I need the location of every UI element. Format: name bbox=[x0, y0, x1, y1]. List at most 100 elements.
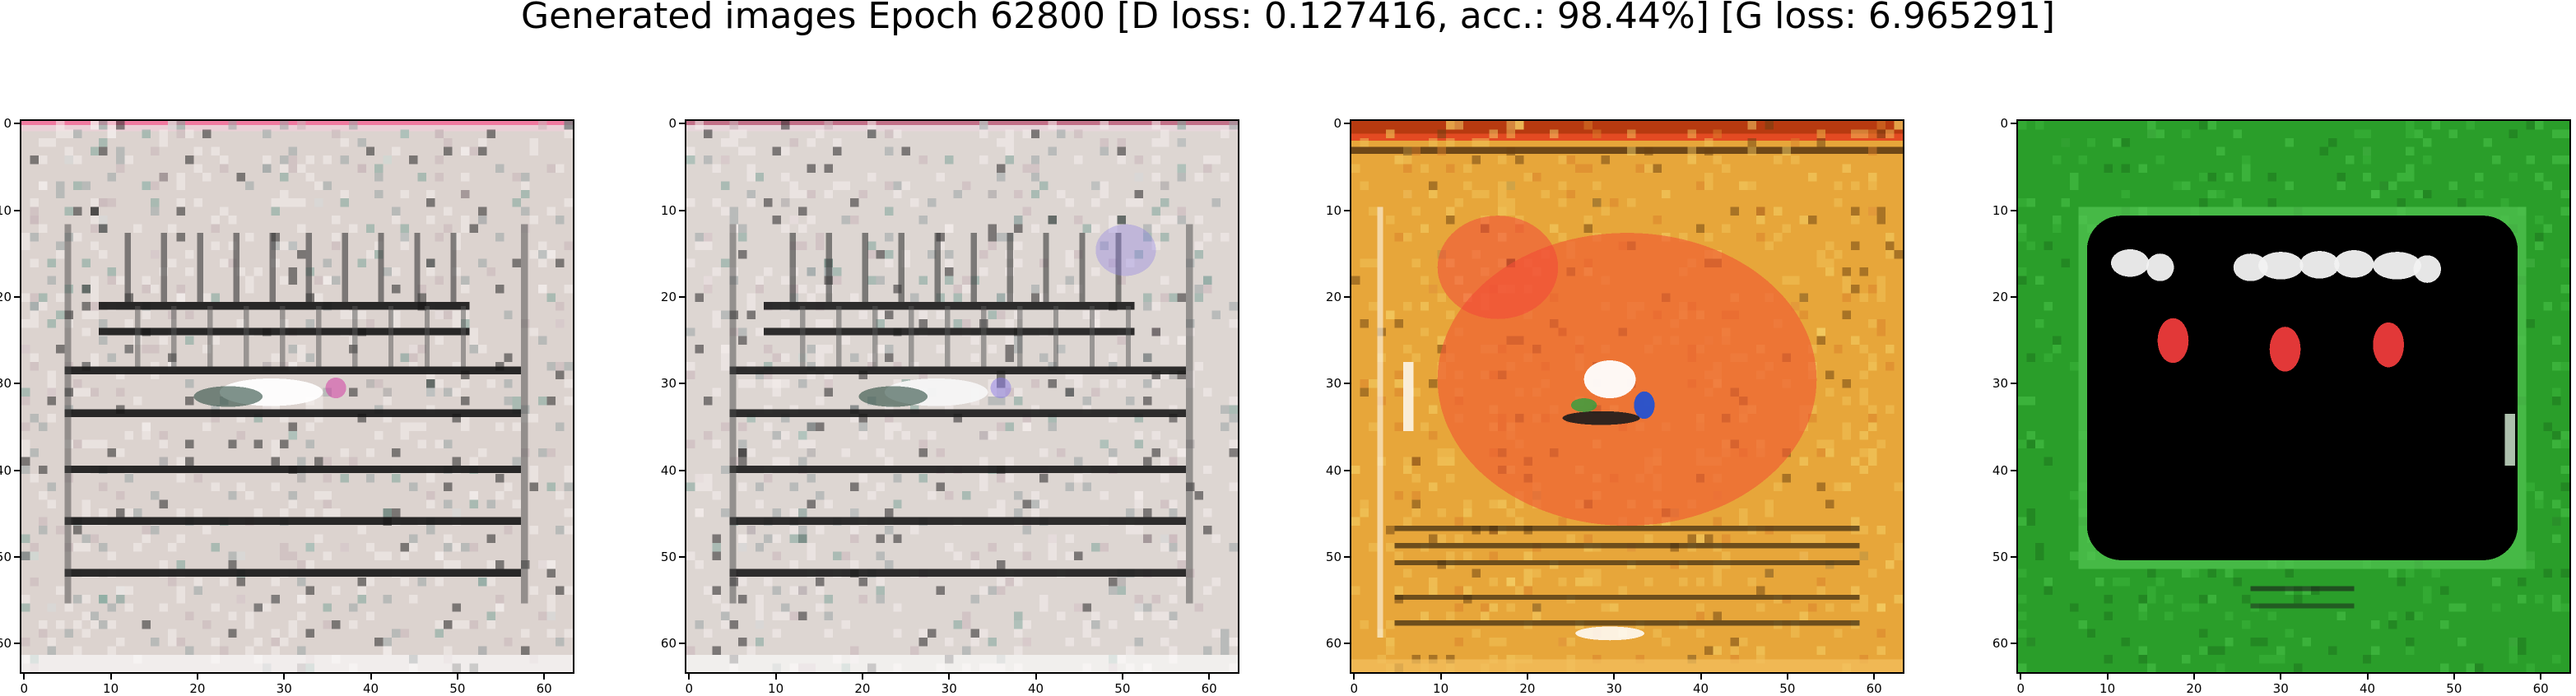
x-tick-label: 40 bbox=[362, 681, 379, 696]
x-tick-label: 20 bbox=[2186, 681, 2202, 696]
y-tick bbox=[1344, 643, 1350, 645]
y-tick bbox=[679, 643, 685, 645]
x-tick bbox=[1353, 674, 1355, 680]
y-tick-label: 40 bbox=[0, 462, 12, 478]
x-tick-label: 30 bbox=[2272, 681, 2289, 696]
x-tick bbox=[283, 674, 286, 680]
x-tick bbox=[1035, 674, 1037, 680]
x-tick bbox=[2280, 674, 2282, 680]
x-tick bbox=[1121, 674, 1123, 680]
y-tick bbox=[14, 469, 20, 471]
y-tick bbox=[2011, 383, 2016, 385]
x-tick bbox=[948, 674, 951, 680]
y-tick-label: 20 bbox=[0, 289, 12, 304]
y-tick-label: 30 bbox=[0, 376, 12, 392]
stripe-line bbox=[764, 301, 1135, 310]
x-tick-label: 10 bbox=[1433, 681, 1449, 696]
x-tick bbox=[1439, 674, 1442, 680]
stripe-line bbox=[729, 517, 1187, 525]
x-tick bbox=[2540, 674, 2542, 680]
y-tick bbox=[14, 383, 20, 385]
y-tick-label: 50 bbox=[0, 549, 12, 564]
stripe-line bbox=[64, 465, 522, 474]
generated-image-pixels bbox=[21, 121, 573, 672]
sign-text-glyph bbox=[2146, 253, 2174, 281]
x-tick-label: 50 bbox=[2446, 681, 2462, 696]
generated-image-pixels bbox=[1351, 121, 1903, 672]
y-tick-label: 30 bbox=[1325, 376, 1341, 392]
x-tick-label: 20 bbox=[189, 681, 206, 696]
y-tick-label: 60 bbox=[0, 636, 12, 652]
generated-image-pixels bbox=[686, 121, 1238, 672]
x-tick bbox=[688, 674, 690, 680]
y-tick-label: 10 bbox=[0, 202, 12, 218]
x-tick bbox=[2106, 674, 2109, 680]
stripe-line bbox=[64, 568, 522, 577]
y-tick bbox=[1344, 209, 1350, 211]
x-tick-label: 20 bbox=[1519, 681, 1536, 696]
x-tick bbox=[23, 674, 26, 680]
stripe-line bbox=[1394, 559, 1860, 566]
y-tick-label: 50 bbox=[1992, 549, 2008, 564]
y-tick-label: 20 bbox=[1325, 289, 1341, 304]
sign-text-glyph bbox=[2258, 252, 2304, 280]
x-tick bbox=[2366, 674, 2369, 680]
y-tick bbox=[2011, 643, 2016, 645]
x-tick bbox=[861, 674, 863, 680]
x-tick bbox=[543, 674, 546, 680]
x-tick bbox=[370, 674, 372, 680]
x-tick-label: 10 bbox=[2099, 681, 2116, 696]
x-tick-label: 10 bbox=[103, 681, 119, 696]
x-tick-label: 0 bbox=[2016, 681, 2025, 696]
y-tick bbox=[14, 123, 20, 125]
y-tick bbox=[1344, 383, 1350, 385]
x-tick-label: 50 bbox=[1114, 681, 1131, 696]
x-tick bbox=[774, 674, 777, 680]
x-tick-label: 60 bbox=[2532, 681, 2549, 696]
stripe-line bbox=[729, 465, 1187, 474]
y-tick bbox=[2011, 209, 2016, 211]
x-tick-label: 10 bbox=[768, 681, 784, 696]
x-tick-label: 0 bbox=[20, 681, 29, 696]
sign-text-glyph bbox=[2233, 253, 2268, 281]
y-tick bbox=[679, 295, 685, 298]
stripe-line bbox=[64, 366, 522, 374]
y-tick bbox=[1344, 469, 1350, 471]
stripe-line bbox=[1394, 542, 1860, 549]
generated-image-4 bbox=[2016, 119, 2571, 674]
y-tick-label: 10 bbox=[660, 202, 677, 218]
y-tick-label: 0 bbox=[3, 116, 12, 132]
x-tick-label: 40 bbox=[1027, 681, 1044, 696]
sign-text-glyph bbox=[2111, 248, 2150, 277]
y-tick-label: 40 bbox=[660, 462, 677, 478]
y-tick bbox=[2011, 295, 2016, 298]
x-tick bbox=[109, 674, 112, 680]
x-tick bbox=[1613, 674, 1616, 680]
y-tick-label: 0 bbox=[2000, 116, 2008, 132]
y-tick-label: 20 bbox=[1992, 289, 2008, 304]
y-tick bbox=[2011, 555, 2016, 558]
y-tick bbox=[14, 555, 20, 558]
stripe-line bbox=[1394, 594, 1860, 601]
x-tick bbox=[196, 674, 198, 680]
x-tick bbox=[1700, 674, 1702, 680]
sign-text-glyph bbox=[2413, 255, 2442, 283]
y-tick-label: 30 bbox=[660, 376, 677, 392]
sign-text-glyph bbox=[2299, 251, 2340, 279]
generated-image-2 bbox=[685, 119, 1239, 674]
y-tick bbox=[679, 123, 685, 125]
y-tick bbox=[679, 555, 685, 558]
y-tick-label: 10 bbox=[1325, 202, 1341, 218]
x-tick-label: 40 bbox=[1692, 681, 1709, 696]
y-tick-label: 50 bbox=[1325, 549, 1341, 564]
x-tick-label: 40 bbox=[2359, 681, 2376, 696]
y-tick bbox=[14, 643, 20, 645]
y-tick-label: 60 bbox=[1992, 636, 2008, 652]
y-tick-label: 60 bbox=[660, 636, 677, 652]
x-tick-label: 60 bbox=[1866, 681, 1882, 696]
figure-title: Generated images Epoch 62800 [D loss: 0.… bbox=[520, 0, 2056, 37]
stripe-line bbox=[99, 301, 470, 310]
stripe-line bbox=[64, 409, 522, 418]
x-tick-label: 30 bbox=[941, 681, 957, 696]
y-tick bbox=[1344, 295, 1350, 298]
